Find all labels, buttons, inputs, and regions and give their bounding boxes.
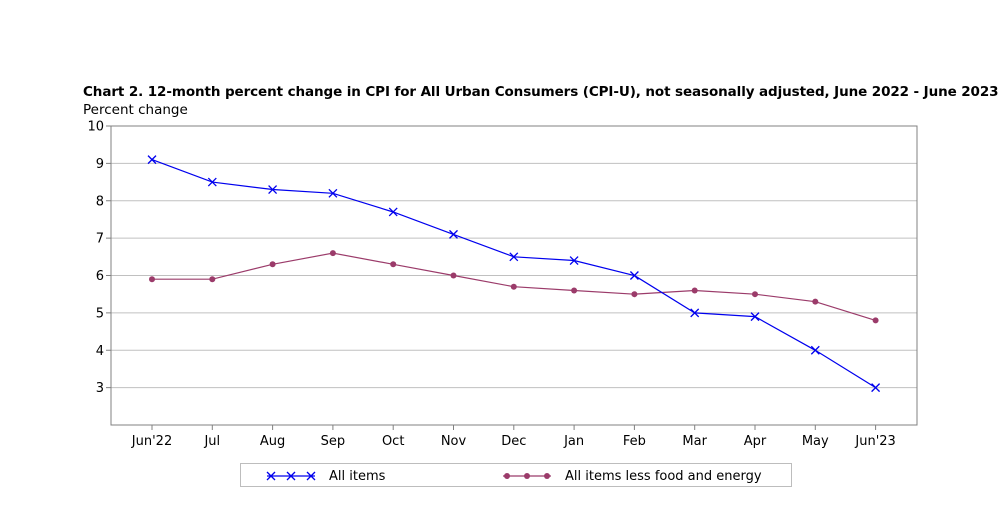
- y-tick-label: 8: [96, 194, 104, 209]
- circle-marker: [209, 276, 216, 283]
- circle-marker: [544, 473, 550, 479]
- legend-item-core: All items less food and energy: [501, 464, 762, 488]
- y-tick-label: 5: [96, 306, 104, 321]
- legend-item-all-items: All items: [265, 464, 385, 488]
- y-tick-label: 4: [96, 344, 104, 359]
- gridlines: [111, 162, 917, 389]
- x-tick-label: Jul: [203, 434, 220, 449]
- x-marker: [690, 308, 700, 318]
- x-tick-label: Jun'23: [854, 434, 895, 449]
- circle-marker: [631, 291, 638, 298]
- x-marker: [286, 471, 296, 481]
- legend-label-core: All items less food and energy: [565, 468, 762, 484]
- circle-marker: [450, 272, 457, 279]
- x-marker: [147, 155, 157, 165]
- x-tick-label: Oct: [382, 434, 404, 449]
- x-marker: [388, 207, 398, 217]
- series-core: [149, 250, 879, 324]
- x-marker: [268, 185, 278, 194]
- circle-marker: [390, 261, 397, 268]
- x-tick-label: Sep: [321, 434, 346, 449]
- legend-label-all-items: All items: [329, 468, 386, 484]
- x-marker: [449, 229, 458, 239]
- x-marker: [569, 256, 579, 266]
- x-marker: [629, 271, 639, 280]
- y-tick-label: 10: [87, 120, 104, 135]
- circle-marker: [691, 287, 698, 294]
- x-marker: [810, 345, 820, 355]
- x-tick-label: Dec: [501, 434, 526, 449]
- series-line: [151, 159, 876, 389]
- y-tick-label: 7: [96, 232, 104, 247]
- x-marker: [328, 188, 338, 198]
- x-marker: [509, 252, 519, 262]
- x-tick-label: Nov: [441, 434, 467, 449]
- x-marker: [871, 383, 881, 393]
- legend-swatch-core: [503, 473, 551, 479]
- circle-marker: [872, 317, 879, 324]
- circle-marker: [269, 261, 276, 268]
- circle-marker: [510, 283, 517, 290]
- y-tick-label: 3: [96, 381, 104, 396]
- y-axis-ticks: 3 4 5 6 7 8 9 10: [87, 120, 111, 396]
- x-tick-label: Jan: [563, 434, 584, 449]
- x-marker: [266, 471, 276, 481]
- x-axis-ticks: Jun'22 Jul Aug Sep Oct Nov Dec Jan Feb Mar Apr May J…: [131, 425, 896, 449]
- circle-marker: [504, 473, 510, 479]
- y-axis-label: Percent change: [83, 102, 188, 118]
- x-tick-label: Feb: [623, 434, 646, 449]
- circle-marker: [524, 473, 530, 479]
- circle-marker: [571, 287, 578, 294]
- legend-swatch-all-items: [266, 471, 316, 481]
- x-tick-label: Aug: [260, 434, 285, 449]
- x-tick-label: May: [802, 434, 829, 449]
- x-marker: [306, 471, 316, 481]
- series-all-items: [147, 155, 881, 393]
- circle-marker: [329, 250, 336, 257]
- circle-marker: [752, 291, 758, 298]
- x-marker: [207, 177, 217, 187]
- series-layer: [147, 155, 881, 393]
- x-marker: [750, 312, 760, 322]
- x-tick-label: Jun'22: [131, 434, 172, 449]
- x-tick-label: Apr: [744, 434, 767, 449]
- chart-title: Chart 2. 12-month percent change in CPI …: [83, 84, 999, 100]
- y-tick-label: 9: [96, 157, 104, 172]
- x-tick-label: Mar: [682, 434, 707, 449]
- y-tick-label: 6: [96, 269, 104, 284]
- circle-marker: [812, 298, 819, 305]
- legend: All items All items less food and energy: [240, 463, 792, 487]
- circle-marker: [149, 276, 155, 283]
